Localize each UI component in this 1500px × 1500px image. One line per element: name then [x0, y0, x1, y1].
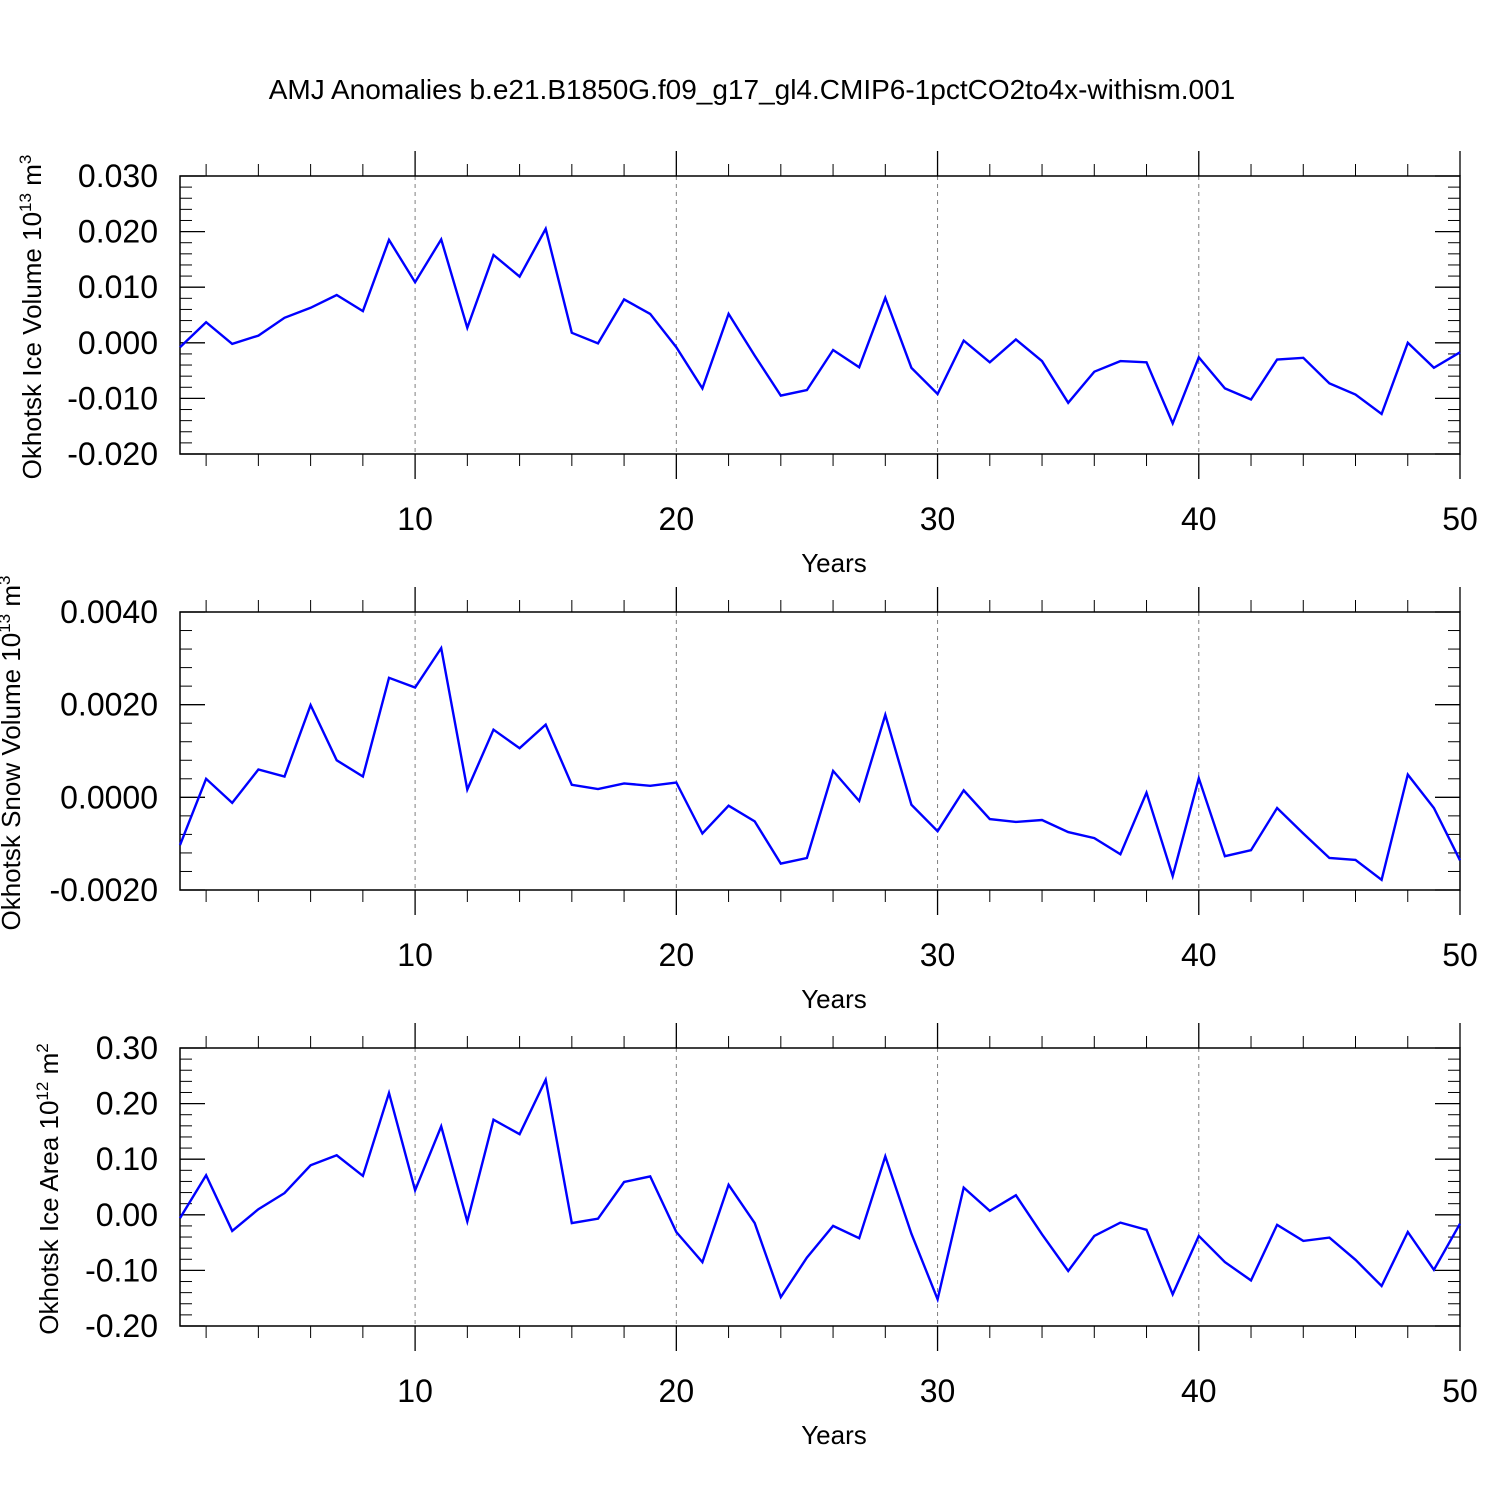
x-axis-title: Years — [801, 984, 867, 1014]
x-tick-label: 40 — [1181, 501, 1217, 537]
y-axis-title: Okhotsk Ice Area 1012 m2 — [33, 1043, 64, 1334]
plot-frame — [179, 175, 1461, 455]
y-tick-label: -0.10 — [85, 1252, 158, 1288]
x-axis-title: Years — [801, 1420, 867, 1450]
y-tick-label: 0.0040 — [60, 594, 158, 630]
y-tick-label: 0.30 — [96, 1030, 158, 1066]
chart-title: AMJ Anomalies b.e21.B1850G.f09_g17_gl4.C… — [269, 74, 1236, 105]
x-tick-label: 30 — [920, 1373, 956, 1409]
plot-frame — [179, 1047, 1461, 1327]
y-tick-label: -0.0020 — [49, 872, 158, 908]
plot-frame — [179, 611, 1461, 891]
y-tick-label: 0.0020 — [60, 687, 158, 723]
series-line — [178, 644, 1462, 882]
x-tick-label: 10 — [397, 1373, 433, 1409]
series-line — [179, 225, 1461, 427]
y-tick-label: 0.030 — [78, 158, 158, 194]
x-tick-label: 20 — [659, 1373, 695, 1409]
y-tick-label: 0.000 — [78, 325, 158, 361]
chart-panel-3: 0.30 0.20 0.10 0.00 -0.10 -0.20 10 20 30 40 50 Year… — [33, 1023, 1478, 1450]
y-tick-label: -0.010 — [67, 380, 158, 416]
x-tick-label: 10 — [397, 937, 433, 973]
x-tick-label: 20 — [659, 501, 695, 537]
x-tick-label: 30 — [920, 501, 956, 537]
y-tick-label: -0.20 — [85, 1308, 158, 1344]
x-axis-title: Years — [801, 548, 867, 578]
y-tick-label: 0.020 — [78, 214, 158, 250]
y-axis-title: Okhotsk Ice Volume 1013 m3 — [16, 155, 47, 480]
x-tick-label: 10 — [397, 501, 433, 537]
y-tick-label: 0.00 — [96, 1197, 158, 1233]
x-tick-label: 50 — [1442, 1373, 1478, 1409]
y-tick-label: 0.010 — [78, 269, 158, 305]
y-tick-label: 0.20 — [96, 1086, 158, 1122]
chart-panel-2: 0.0040 0.0020 0.0000 -0.0020 10 20 30 40 50 Years… — [0, 576, 1478, 1015]
x-tick-label: 30 — [920, 937, 956, 973]
x-tick-label: 50 — [1442, 501, 1478, 537]
series-line — [178, 1075, 1462, 1304]
y-tick-label: 0.10 — [96, 1141, 158, 1177]
x-tick-label: 50 — [1442, 937, 1478, 973]
x-tick-label: 40 — [1181, 937, 1217, 973]
chart-panel-1: 0.030 0.020 0.010 0.000 -0.010 -0.020 10 20 30 40… — [16, 151, 1478, 578]
x-tick-label: 20 — [659, 937, 695, 973]
y-tick-label: -0.020 — [67, 436, 158, 472]
y-axis-title: Okhotsk Snow Volume 1013 m3 — [0, 576, 26, 931]
y-tick-label: 0.0000 — [60, 779, 158, 815]
x-tick-label: 40 — [1181, 1373, 1217, 1409]
